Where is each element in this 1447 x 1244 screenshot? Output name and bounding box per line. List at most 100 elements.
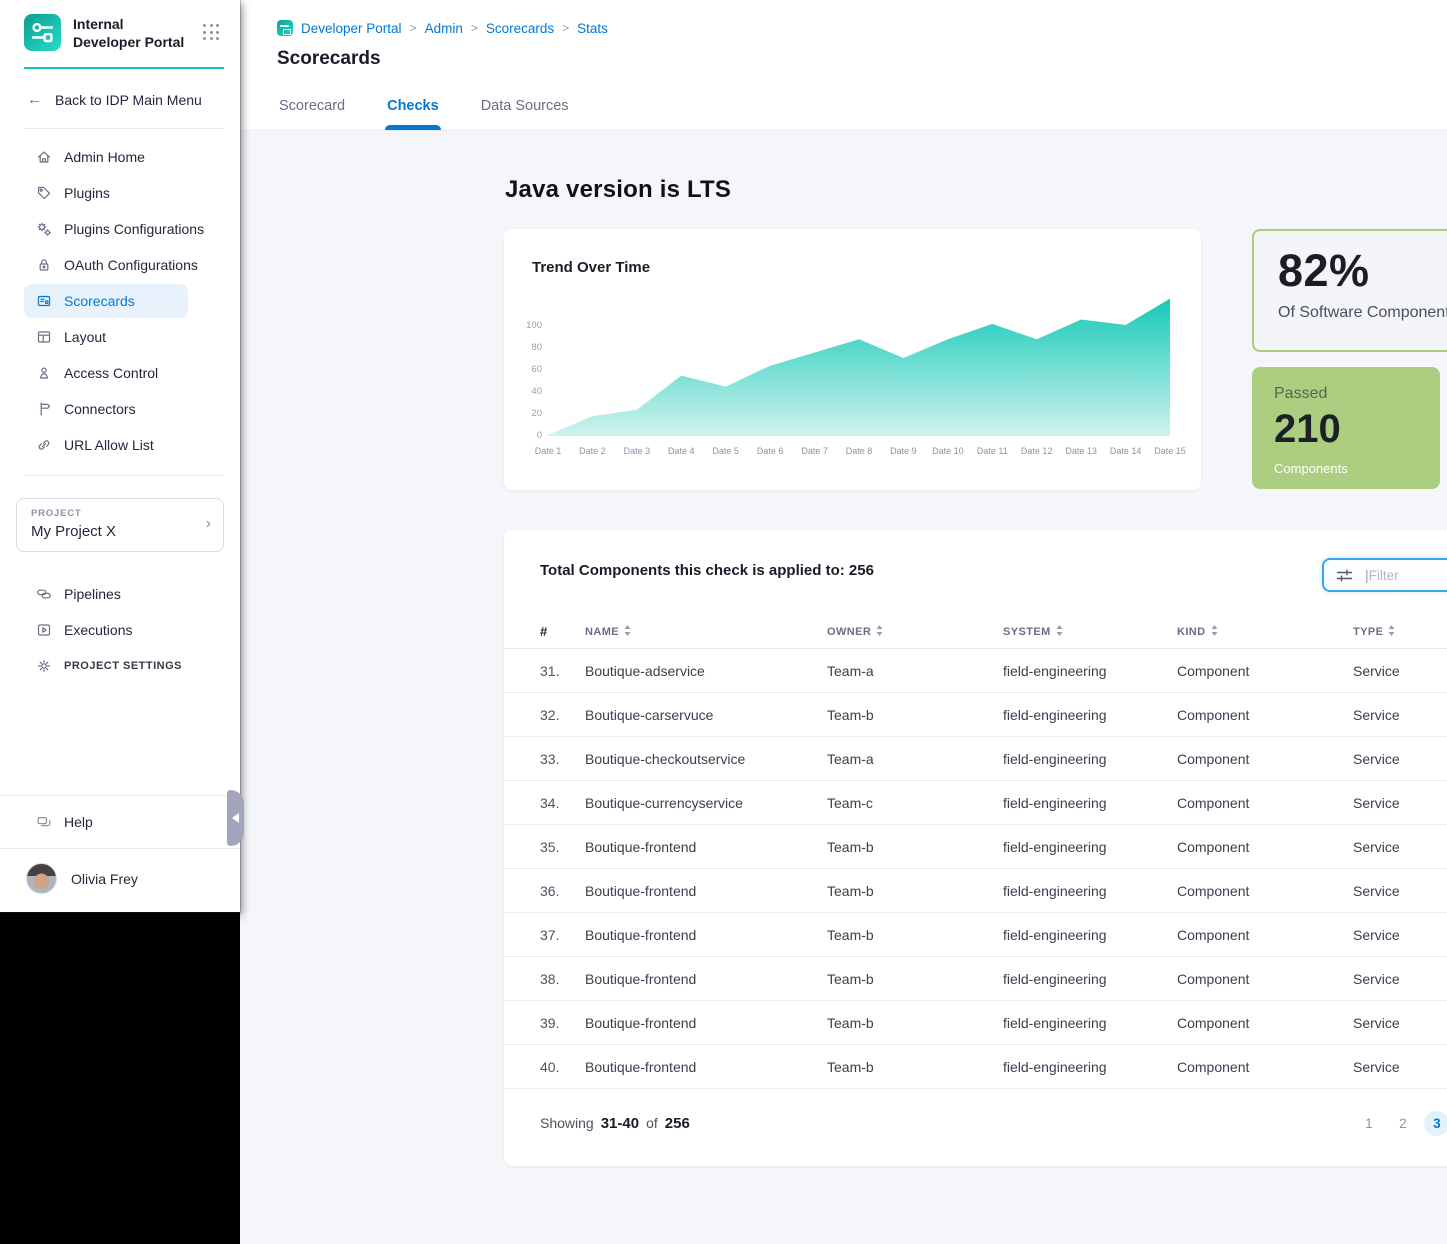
sidebar-collapse-handle[interactable] [227,790,244,846]
user-name: Olivia Frey [71,871,138,887]
passed-value: 210 [1274,409,1418,449]
tab-checks[interactable]: Checks [385,88,441,130]
teal-divider [24,67,224,69]
sidebar-item-plugins-configurations[interactable]: Plugins Configurations [0,211,240,247]
breadcrumb-item[interactable]: Stats [577,21,608,36]
cell-num: 38. [540,971,585,987]
breadcrumb-item[interactable]: Admin [425,21,463,36]
svg-text:Date 4: Date 4 [668,446,695,456]
cell-owner: Team-b [827,1059,1003,1075]
cell-owner: Team-b [827,883,1003,899]
cell-system: field-engineering [1003,1015,1177,1031]
table-row[interactable]: 36.Boutique-frontendTeam-bfield-engineer… [504,869,1447,913]
cell-num: 37. [540,927,585,943]
person-icon [36,365,52,381]
table-row[interactable]: 32.Boutique-carservuceTeam-bfield-engine… [504,693,1447,737]
sidebar-item-plugins[interactable]: Plugins [0,175,240,211]
cell-owner: Team-a [827,751,1003,767]
breadcrumb-item[interactable]: Developer Portal [301,21,402,36]
page-number-1[interactable]: 1 [1356,1111,1381,1136]
avatar [26,863,57,894]
sidebar-item-oauth-configurations[interactable]: OAuth Configurations [0,247,240,283]
cell-system: field-engineering [1003,751,1177,767]
page-number-3[interactable]: 3 [1424,1111,1447,1136]
column-header-system[interactable]: SYSTEM [1003,625,1177,639]
svg-text:Date 7: Date 7 [801,446,828,456]
cell-system: field-engineering [1003,663,1177,679]
tab-data-sources[interactable]: Data Sources [479,88,571,130]
sidebar-bottom: Help Olivia Frey [0,795,240,912]
column-label: TYPE [1353,626,1383,638]
project-selector[interactable]: PROJECT My Project X › [16,498,224,552]
cell-kind: Component [1177,663,1353,679]
table-row[interactable]: 31.Boutique-adserviceTeam-afield-enginee… [504,649,1447,693]
sort-icon [624,625,631,639]
sidebar-item-project-settings[interactable]: PROJECT SETTINGS [0,648,240,684]
cell-type: Service [1353,839,1447,855]
table-header-row: #NAMEOWNERSYSTEMKINDTYPESTATUS [504,615,1447,649]
cell-num: 39. [540,1015,585,1031]
help-item[interactable]: Help [0,796,240,848]
filter-input[interactable] [1369,568,1447,583]
svg-text:80: 80 [531,342,542,353]
breadcrumb-separator: > [471,21,478,35]
sidebar-item-connectors[interactable]: Connectors [0,391,240,427]
user-profile[interactable]: Olivia Frey [0,848,240,912]
passed-caption: Components [1274,461,1348,476]
breadcrumb-item[interactable]: Scorecards [486,21,554,36]
main-content-area: Developer Portal>Admin>Scorecards>Stats … [240,0,1447,1244]
table-row[interactable]: 34.Boutique-currencyserviceTeam-cfield-e… [504,781,1447,825]
cell-system: field-engineering [1003,927,1177,943]
sidebar-item-url-allow-list[interactable]: URL Allow List [0,427,240,463]
svg-text:0: 0 [537,430,542,441]
back-arrow-icon: ← [27,91,42,108]
column-header-kind[interactable]: KIND [1177,625,1353,639]
cell-kind: Component [1177,707,1353,723]
sidebar-item-admin-home[interactable]: Admin Home [0,139,240,175]
table-row[interactable]: 40.Boutique-frontendTeam-bfield-engineer… [504,1045,1447,1089]
cell-owner: Team-b [827,927,1003,943]
cell-type: Service [1353,1015,1447,1031]
cell-num: 31. [540,663,585,679]
sidebar-item-layout[interactable]: Layout [0,319,240,355]
svg-text:Date 11: Date 11 [977,446,1008,456]
cell-owner: Team-b [827,971,1003,987]
table-row[interactable]: 35.Boutique-frontendTeam-bfield-engineer… [504,825,1447,869]
cell-owner: Team-a [827,663,1003,679]
filter-box[interactable]: | ✕ [1322,558,1447,592]
breadcrumb-separator: > [562,21,569,35]
sidebar-item-label: PROJECT SETTINGS [64,660,182,672]
link-icon [36,437,52,453]
svg-text:Date 8: Date 8 [846,446,873,456]
back-to-main-menu[interactable]: ← Back to IDP Main Menu [0,69,240,128]
cell-owner: Team-b [827,707,1003,723]
table-row[interactable]: 38.Boutique-frontendTeam-bfield-engineer… [504,957,1447,1001]
sidebar-item-scorecards[interactable]: Scorecards [0,283,240,319]
column-header-type[interactable]: TYPE [1353,625,1447,639]
sidebar-item-label: Plugins [64,185,110,201]
sidebar-item-pipelines[interactable]: Pipelines [0,576,240,612]
cell-type: Service [1353,883,1447,899]
sidebar-item-access-control[interactable]: Access Control [0,355,240,391]
tab-scorecard[interactable]: Scorecard [277,88,347,130]
svg-text:Date 14: Date 14 [1110,446,1142,456]
cell-kind: Component [1177,971,1353,987]
column-header-owner[interactable]: OWNER [827,625,1003,639]
sort-icon [1388,625,1395,639]
project-nav: PipelinesExecutions PROJECT SETTINGS [0,552,240,684]
passed-label: Passed [1274,385,1418,403]
page-number-2[interactable]: 2 [1390,1111,1415,1136]
table-title: Total Components this check is applied t… [540,562,874,579]
cell-num: 32. [540,707,585,723]
sidebar-item-executions[interactable]: Executions [0,612,240,648]
table-row[interactable]: 37.Boutique-frontendTeam-bfield-engineer… [504,913,1447,957]
cell-type: Service [1353,707,1447,723]
app-switcher-icon[interactable] [203,24,220,41]
cell-type: Service [1353,663,1447,679]
gear-icon [36,658,52,674]
signpost-icon [36,401,52,417]
cell-system: field-engineering [1003,971,1177,987]
column-header-name[interactable]: NAME [585,625,827,639]
table-row[interactable]: 39.Boutique-frontendTeam-bfield-engineer… [504,1001,1447,1045]
table-row[interactable]: 33.Boutique-checkoutserviceTeam-afield-e… [504,737,1447,781]
